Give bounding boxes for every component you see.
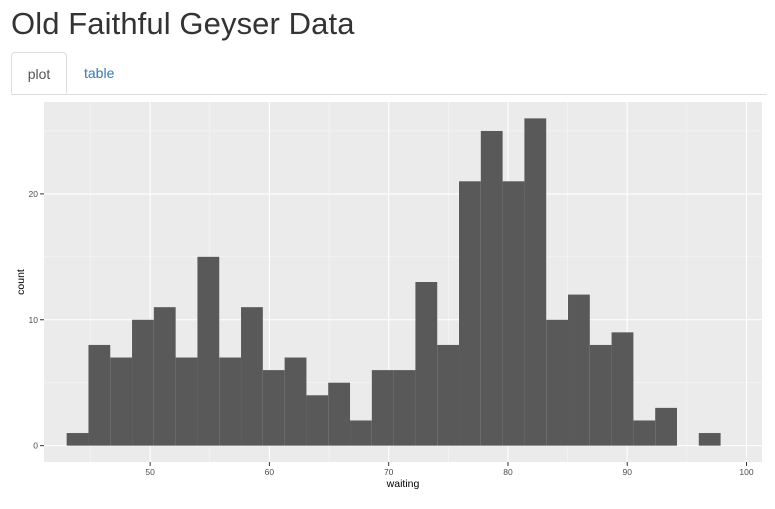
- histogram-bar: [568, 294, 590, 446]
- histogram-bar: [153, 307, 176, 446]
- histogram-bar: [480, 130, 503, 446]
- histogram-bar: [175, 357, 198, 446]
- histogram-bar: [350, 420, 372, 446]
- histogram-chart: 50 60 70 80 90 100 0 10 20 waiting count: [15, 102, 762, 490]
- x-tick-label: 50: [145, 467, 155, 477]
- histogram-bar: [524, 118, 547, 446]
- y-axis-title: count: [15, 269, 27, 295]
- histogram-bar: [437, 344, 460, 446]
- tab-table[interactable]: table: [84, 65, 115, 81]
- x-axis-title: waiting: [386, 478, 420, 490]
- histogram-bar: [132, 319, 154, 446]
- x-tick-label: 70: [384, 467, 394, 477]
- histogram-bar: [415, 282, 438, 446]
- y-tick-label: 0: [33, 441, 38, 451]
- x-tick-label: 100: [739, 467, 753, 477]
- histogram-bar: [589, 344, 612, 446]
- histogram-bar: [66, 433, 89, 446]
- histogram-bar: [197, 256, 220, 446]
- histogram-bar: [633, 420, 656, 446]
- histogram-bar: [698, 433, 721, 446]
- x-tick-label: 90: [622, 467, 632, 477]
- histogram-bar: [306, 395, 329, 446]
- page-title: Old Faithful Geyser Data: [11, 6, 355, 41]
- x-tick-label: 60: [265, 467, 275, 477]
- histogram-bar: [328, 382, 351, 446]
- tab-bar: plot table: [11, 52, 767, 95]
- x-tick-label: 80: [503, 467, 513, 477]
- histogram-bar: [393, 370, 416, 446]
- y-tick-label: 10: [29, 315, 39, 325]
- histogram-bar: [219, 357, 242, 446]
- histogram-bar: [88, 344, 111, 446]
- tab-plot[interactable]: plot: [11, 52, 67, 94]
- histogram-bar: [655, 407, 677, 446]
- histogram-bar: [546, 319, 569, 446]
- histogram-bar: [611, 332, 634, 446]
- histogram-bar: [284, 357, 307, 446]
- histogram-bar: [502, 181, 525, 446]
- histogram-bar: [262, 370, 285, 446]
- histogram-bar: [241, 307, 263, 446]
- histogram-bar: [371, 370, 394, 446]
- y-tick-label: 20: [29, 189, 39, 199]
- histogram-bar: [110, 357, 133, 446]
- histogram-bar: [459, 181, 481, 446]
